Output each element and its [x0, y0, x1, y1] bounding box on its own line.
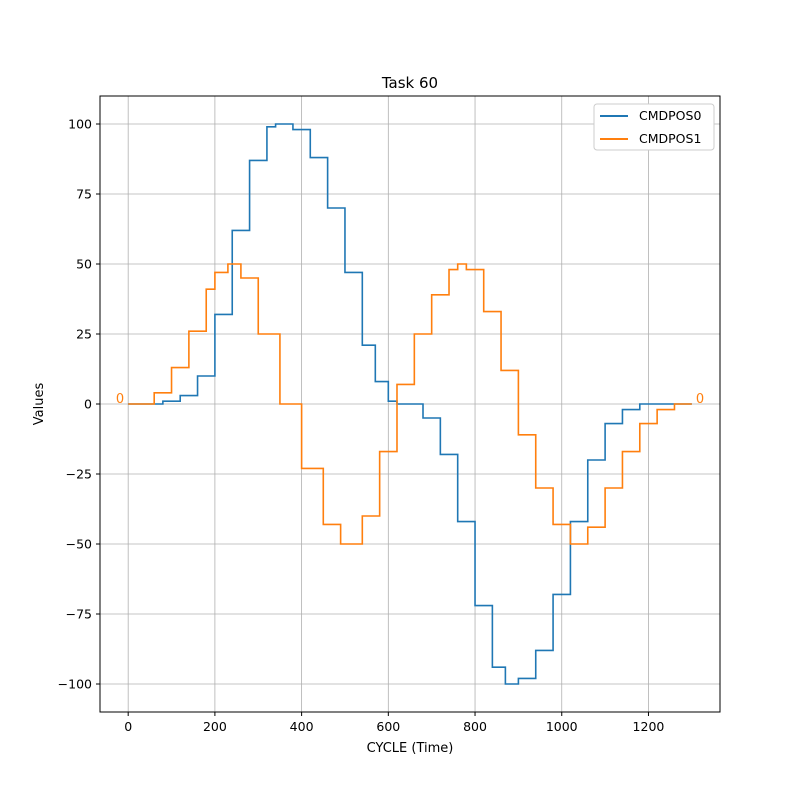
y-tick-label: 50: [76, 257, 92, 272]
x-axis-label: CYCLE (Time): [367, 741, 454, 756]
x-tick-label: 1000: [546, 719, 578, 734]
x-tick-label: 400: [290, 719, 314, 734]
tick-layer: 0 200 400 600 800 1000 1200−100−75−50−25025507…: [58, 117, 665, 735]
endpoint-annotation: 0: [116, 392, 124, 407]
y-tick-label: −100: [58, 677, 92, 692]
x-tick-label: 800: [463, 719, 487, 734]
series-line-cmdpos1: [128, 263, 692, 545]
x-tick-label: 200: [203, 719, 227, 734]
y-axis-label: Values: [32, 383, 47, 426]
y-tick-label: −75: [66, 607, 92, 622]
legend-label-cmdpos0: CMDPOS0: [639, 108, 701, 123]
y-tick-label: 0: [84, 397, 92, 412]
legend: CMDPOS0 CMDPOS1: [593, 103, 715, 151]
endpoint-annotation: 0: [696, 392, 704, 407]
y-tick-label: −50: [66, 537, 92, 552]
y-tick-label: 75: [76, 187, 92, 202]
x-tick-label: 0: [124, 719, 132, 734]
y-tick-label: −25: [66, 467, 92, 482]
y-tick-label: 25: [76, 327, 92, 342]
x-tick-label: 600: [376, 719, 400, 734]
series-layer: [128, 123, 692, 685]
chart-title: Task 60: [381, 74, 438, 92]
legend-label-cmdpos1: CMDPOS1: [639, 131, 701, 146]
grid-layer: [100, 96, 720, 712]
y-tick-label: 100: [68, 117, 92, 132]
x-tick-label: 1200: [633, 719, 665, 734]
